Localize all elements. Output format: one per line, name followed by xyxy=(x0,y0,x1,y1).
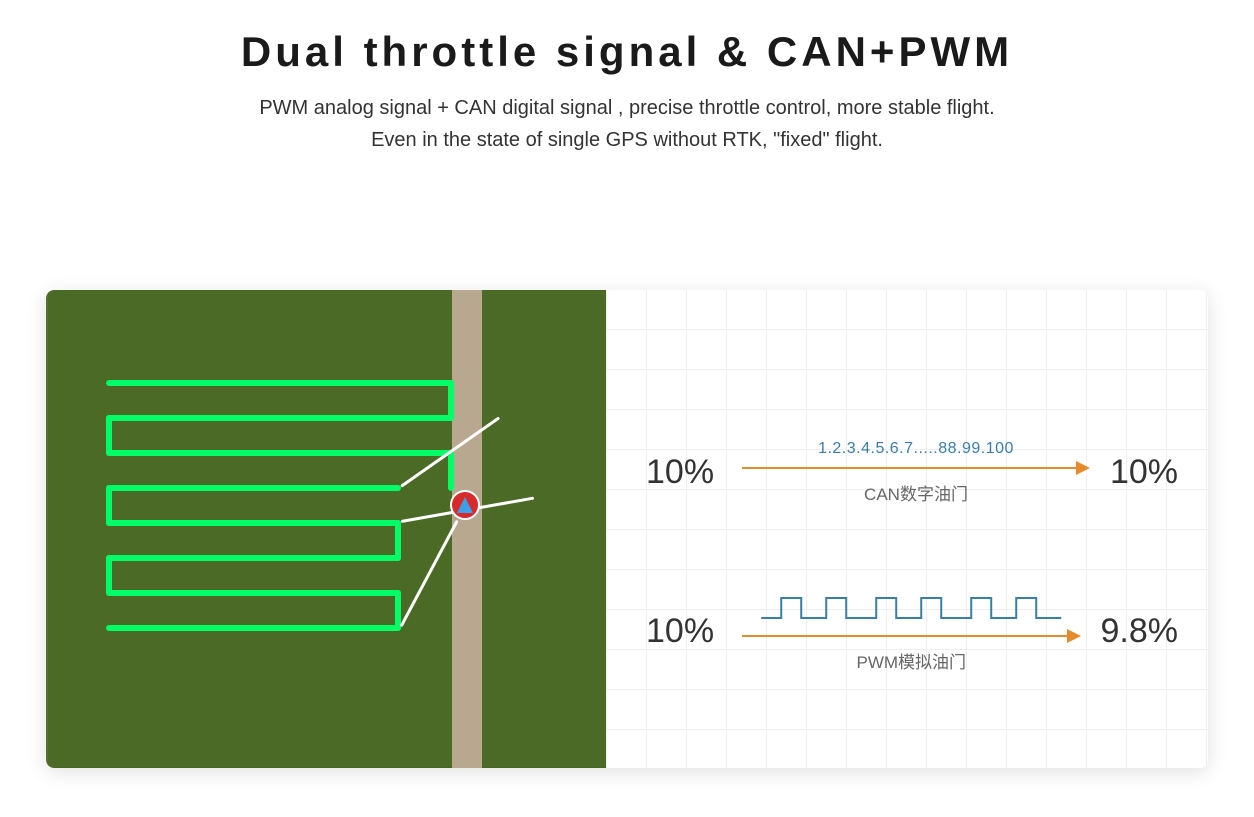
road-strip xyxy=(452,290,482,768)
arrow-shaft-icon xyxy=(742,467,1076,469)
arrow-head-icon xyxy=(1076,461,1090,475)
drone-arrow-icon xyxy=(457,497,473,513)
signal-grid: 10% 1.2.3.4.5.6.7.....88.99.100 CAN数字油门 … xyxy=(606,290,1208,768)
arrow-shaft-icon xyxy=(742,635,1066,637)
pwm-wave-icon xyxy=(742,590,1080,626)
can-input-percent: 10% xyxy=(646,453,714,492)
page-title: Dual throttle signal & CAN+PWM xyxy=(0,28,1254,76)
drone-marker xyxy=(450,490,480,520)
subtitle: PWM analog signal + CAN digital signal ,… xyxy=(0,92,1254,156)
field-map xyxy=(46,290,606,768)
can-output-percent: 10% xyxy=(1110,453,1178,492)
pwm-arrow xyxy=(742,626,1080,646)
pwm-label: PWM模拟油门 xyxy=(857,648,967,673)
can-arrow xyxy=(742,458,1090,478)
pwm-input-percent: 10% xyxy=(646,612,714,651)
pwm-output-percent: 9.8% xyxy=(1101,612,1179,651)
signal-row-can: 10% 1.2.3.4.5.6.7.....88.99.100 CAN数字油门 … xyxy=(646,440,1178,505)
can-digits: 1.2.3.4.5.6.7.....88.99.100 xyxy=(818,440,1014,458)
can-label: CAN数字油门 xyxy=(864,480,968,505)
pwm-signal-middle: PWM模拟油门 xyxy=(742,590,1080,673)
arrow-head-icon xyxy=(1067,629,1081,643)
can-signal-middle: 1.2.3.4.5.6.7.....88.99.100 CAN数字油门 xyxy=(742,440,1090,505)
main-panel: 10% 1.2.3.4.5.6.7.....88.99.100 CAN数字油门 … xyxy=(46,290,1208,768)
signal-row-pwm: 10% PWM模拟油门 9.8% xyxy=(646,590,1178,673)
subtitle-line-2: Even in the state of single GPS without … xyxy=(371,129,883,151)
subtitle-line-1: PWM analog signal + CAN digital signal ,… xyxy=(259,97,994,119)
